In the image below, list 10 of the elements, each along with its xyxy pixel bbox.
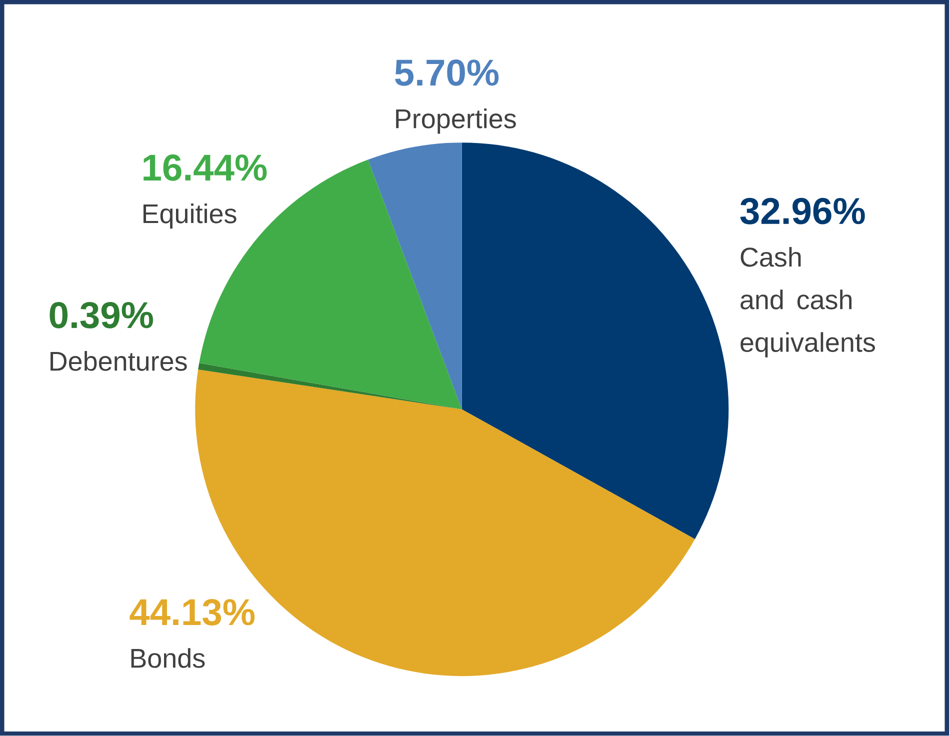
data-label: 16.44% bbox=[144, 154, 267, 181]
data-label: 44.13% bbox=[130, 599, 255, 626]
slice-label: Equities bbox=[144, 204, 236, 229]
slice-label: Debentures bbox=[50, 351, 187, 371]
slice-label: Cash and cash equivalents bbox=[740, 247, 875, 358]
slice-label: Properties bbox=[396, 108, 516, 134]
data-label: 5.70% bbox=[395, 60, 499, 86]
data-label: 0.39% bbox=[50, 302, 154, 328]
data-label: 32.96% bbox=[740, 198, 865, 224]
slice-label: Bonds bbox=[131, 648, 205, 668]
